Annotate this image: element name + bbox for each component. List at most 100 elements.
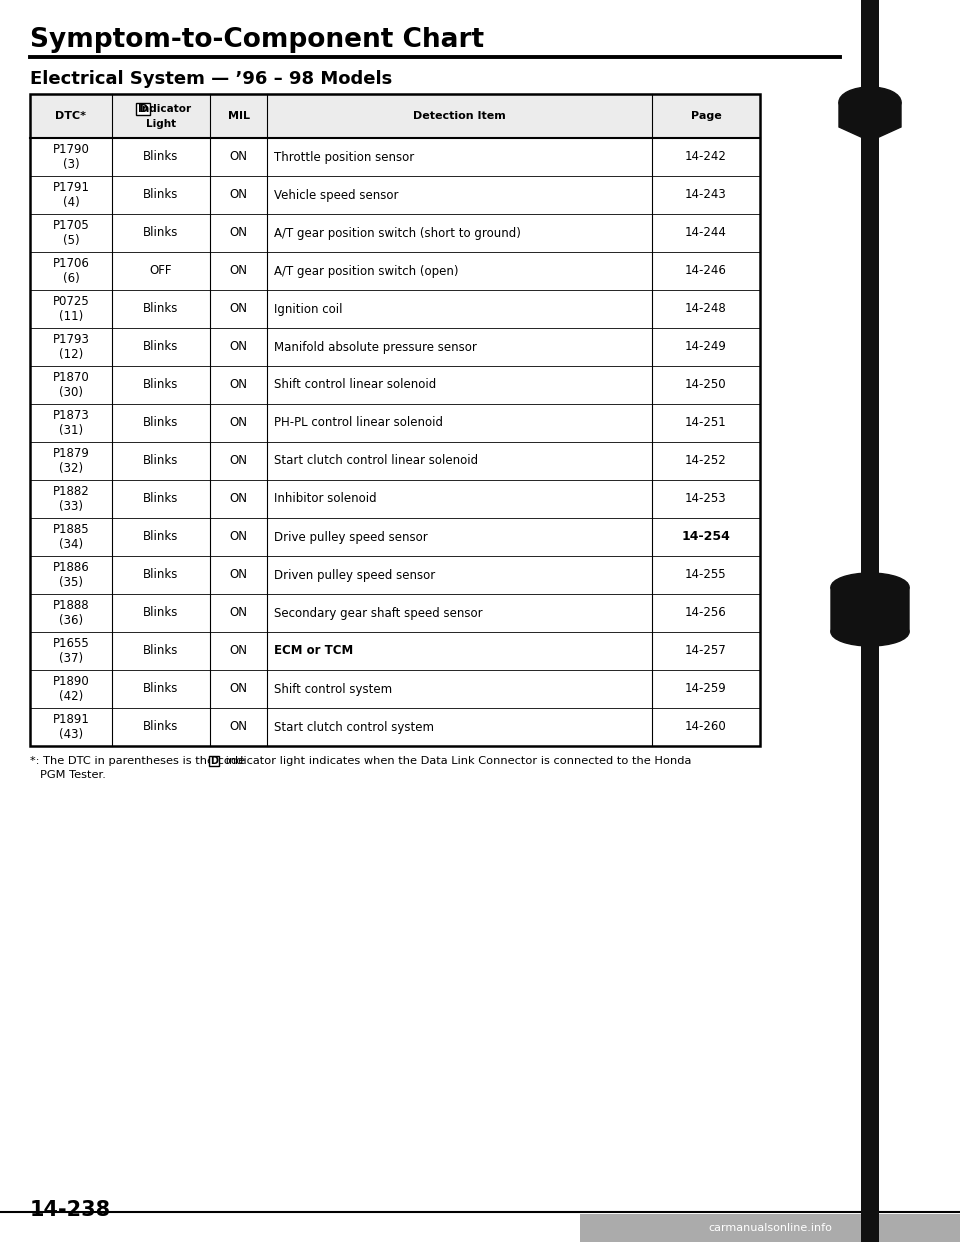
Text: indicator light indicates when the Data Link Connector is connected to the Honda: indicator light indicates when the Data … <box>223 756 691 766</box>
Text: ON: ON <box>229 265 248 277</box>
Text: D: D <box>210 756 218 766</box>
Text: Electrical System — ’96 – 98 Models: Electrical System — ’96 – 98 Models <box>30 70 393 88</box>
Text: ON: ON <box>229 303 248 315</box>
Text: OFF: OFF <box>150 265 172 277</box>
Bar <box>30 94 760 746</box>
Text: Driven pulley speed sensor: Driven pulley speed sensor <box>275 569 436 581</box>
Text: Blinks: Blinks <box>143 606 179 620</box>
Text: ON: ON <box>229 606 248 620</box>
Text: PGM Tester.: PGM Tester. <box>40 770 106 780</box>
Text: ON: ON <box>229 683 248 696</box>
Text: Blinks: Blinks <box>143 416 179 430</box>
Bar <box>580 1213 960 1242</box>
Text: Blinks: Blinks <box>143 379 179 391</box>
Text: P1891
(43): P1891 (43) <box>53 713 89 741</box>
Text: 14-243: 14-243 <box>685 189 727 201</box>
Text: 14-260: 14-260 <box>685 720 727 734</box>
Text: carmanualsonline.info: carmanualsonline.info <box>708 1223 832 1233</box>
Text: 14-250: 14-250 <box>685 379 727 391</box>
FancyBboxPatch shape <box>209 756 219 766</box>
Text: 14-255: 14-255 <box>685 569 727 581</box>
Text: ON: ON <box>229 150 248 164</box>
Text: Blinks: Blinks <box>143 340 179 354</box>
Text: Blinks: Blinks <box>143 455 179 467</box>
Text: 14-238: 14-238 <box>30 1200 111 1220</box>
Text: ECM or TCM: ECM or TCM <box>275 645 353 657</box>
Text: Blinks: Blinks <box>143 303 179 315</box>
Text: MIL: MIL <box>228 111 250 120</box>
Text: ON: ON <box>229 189 248 201</box>
Text: Indicator: Indicator <box>138 104 191 114</box>
Text: Shift control system: Shift control system <box>275 683 393 696</box>
Text: D: D <box>139 104 147 114</box>
Text: Blinks: Blinks <box>143 226 179 240</box>
Ellipse shape <box>831 573 909 601</box>
Polygon shape <box>839 102 901 137</box>
Text: Blinks: Blinks <box>143 189 179 201</box>
Text: Blinks: Blinks <box>143 150 179 164</box>
Text: P1873
(31): P1873 (31) <box>53 409 89 437</box>
Text: Blinks: Blinks <box>143 645 179 657</box>
Text: Manifold absolute pressure sensor: Manifold absolute pressure sensor <box>275 340 477 354</box>
Text: 14-249: 14-249 <box>685 340 727 354</box>
Text: P1890
(42): P1890 (42) <box>53 674 89 703</box>
Text: Light: Light <box>146 119 176 129</box>
Text: P1706
(6): P1706 (6) <box>53 257 89 284</box>
Text: 14-242: 14-242 <box>685 150 727 164</box>
Ellipse shape <box>839 87 901 117</box>
Text: Secondary gear shaft speed sensor: Secondary gear shaft speed sensor <box>275 606 483 620</box>
Text: 14-251: 14-251 <box>685 416 727 430</box>
Text: ON: ON <box>229 569 248 581</box>
Bar <box>30 94 760 138</box>
Text: P1886
(35): P1886 (35) <box>53 561 89 589</box>
Text: P1888
(36): P1888 (36) <box>53 599 89 627</box>
Text: ON: ON <box>229 226 248 240</box>
Text: Ignition coil: Ignition coil <box>275 303 343 315</box>
Text: Blinks: Blinks <box>143 683 179 696</box>
Text: Blinks: Blinks <box>143 569 179 581</box>
Text: Blinks: Blinks <box>143 530 179 544</box>
Text: ON: ON <box>229 530 248 544</box>
Text: P1882
(33): P1882 (33) <box>53 484 89 513</box>
Text: 14-254: 14-254 <box>682 530 731 544</box>
Text: ON: ON <box>229 379 248 391</box>
Text: PH-PL control linear solenoid: PH-PL control linear solenoid <box>275 416 444 430</box>
Text: DTC*: DTC* <box>56 111 86 120</box>
Text: Throttle position sensor: Throttle position sensor <box>275 150 415 164</box>
Text: 14-246: 14-246 <box>685 265 727 277</box>
Text: P1655
(37): P1655 (37) <box>53 637 89 664</box>
Text: A/T gear position switch (open): A/T gear position switch (open) <box>275 265 459 277</box>
Text: Start clutch control system: Start clutch control system <box>275 720 435 734</box>
Bar <box>861 0 879 1242</box>
Text: ON: ON <box>229 340 248 354</box>
Text: Blinks: Blinks <box>143 493 179 505</box>
Text: ON: ON <box>229 455 248 467</box>
Text: Vehicle speed sensor: Vehicle speed sensor <box>275 189 399 201</box>
Polygon shape <box>831 587 909 642</box>
Text: Start clutch control linear solenoid: Start clutch control linear solenoid <box>275 455 479 467</box>
Ellipse shape <box>831 619 909 646</box>
Text: 14-253: 14-253 <box>685 493 727 505</box>
Text: P1870
(30): P1870 (30) <box>53 371 89 399</box>
Text: 14-257: 14-257 <box>685 645 727 657</box>
Text: P0725
(11): P0725 (11) <box>53 296 89 323</box>
Text: P1790
(3): P1790 (3) <box>53 143 89 171</box>
Text: P1793
(12): P1793 (12) <box>53 333 89 361</box>
Text: ON: ON <box>229 493 248 505</box>
Bar <box>30 94 760 746</box>
Text: Page: Page <box>690 111 721 120</box>
Text: A/T gear position switch (short to ground): A/T gear position switch (short to groun… <box>275 226 521 240</box>
Text: Detection Item: Detection Item <box>414 111 506 120</box>
Text: Drive pulley speed sensor: Drive pulley speed sensor <box>275 530 428 544</box>
Text: 14-252: 14-252 <box>685 455 727 467</box>
Text: P1885
(34): P1885 (34) <box>53 523 89 551</box>
Text: *: The DTC in parentheses is the code: *: The DTC in parentheses is the code <box>30 756 249 766</box>
Text: 14-244: 14-244 <box>685 226 727 240</box>
Text: Symptom-to-Component Chart: Symptom-to-Component Chart <box>30 27 484 53</box>
Text: Shift control linear solenoid: Shift control linear solenoid <box>275 379 437 391</box>
Text: ON: ON <box>229 720 248 734</box>
Text: ON: ON <box>229 416 248 430</box>
Text: P1705
(5): P1705 (5) <box>53 219 89 247</box>
Text: 14-248: 14-248 <box>685 303 727 315</box>
Text: Inhibitor solenoid: Inhibitor solenoid <box>275 493 377 505</box>
